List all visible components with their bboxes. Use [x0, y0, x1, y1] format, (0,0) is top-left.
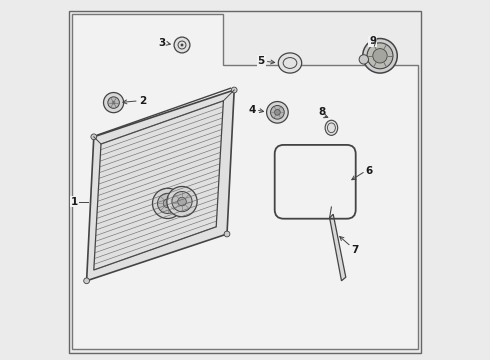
- Circle shape: [157, 193, 178, 213]
- Circle shape: [367, 43, 393, 69]
- Circle shape: [163, 199, 172, 208]
- Circle shape: [274, 109, 280, 115]
- Circle shape: [267, 102, 288, 123]
- Circle shape: [363, 39, 397, 73]
- Circle shape: [167, 186, 197, 217]
- Polygon shape: [87, 90, 234, 281]
- Circle shape: [231, 87, 237, 93]
- Circle shape: [103, 93, 123, 113]
- Circle shape: [224, 231, 230, 237]
- Text: 7: 7: [351, 245, 359, 255]
- Ellipse shape: [325, 120, 338, 135]
- Text: 1: 1: [71, 197, 77, 207]
- Circle shape: [178, 197, 186, 206]
- Circle shape: [359, 55, 368, 64]
- Ellipse shape: [278, 53, 302, 73]
- Circle shape: [270, 105, 284, 119]
- Circle shape: [108, 97, 120, 108]
- Circle shape: [180, 44, 183, 46]
- Circle shape: [373, 49, 387, 63]
- Text: 2: 2: [139, 96, 146, 106]
- Text: 6: 6: [366, 166, 373, 176]
- Circle shape: [84, 278, 90, 284]
- Circle shape: [174, 37, 190, 53]
- Polygon shape: [330, 214, 346, 281]
- Text: 4: 4: [248, 105, 256, 115]
- Polygon shape: [72, 14, 418, 349]
- Text: 8: 8: [319, 107, 326, 117]
- Circle shape: [112, 101, 116, 104]
- Circle shape: [91, 134, 97, 140]
- Text: 9: 9: [369, 36, 376, 46]
- Text: 3: 3: [159, 38, 166, 48]
- Text: 5: 5: [258, 56, 265, 66]
- Circle shape: [172, 192, 192, 212]
- Circle shape: [152, 188, 183, 219]
